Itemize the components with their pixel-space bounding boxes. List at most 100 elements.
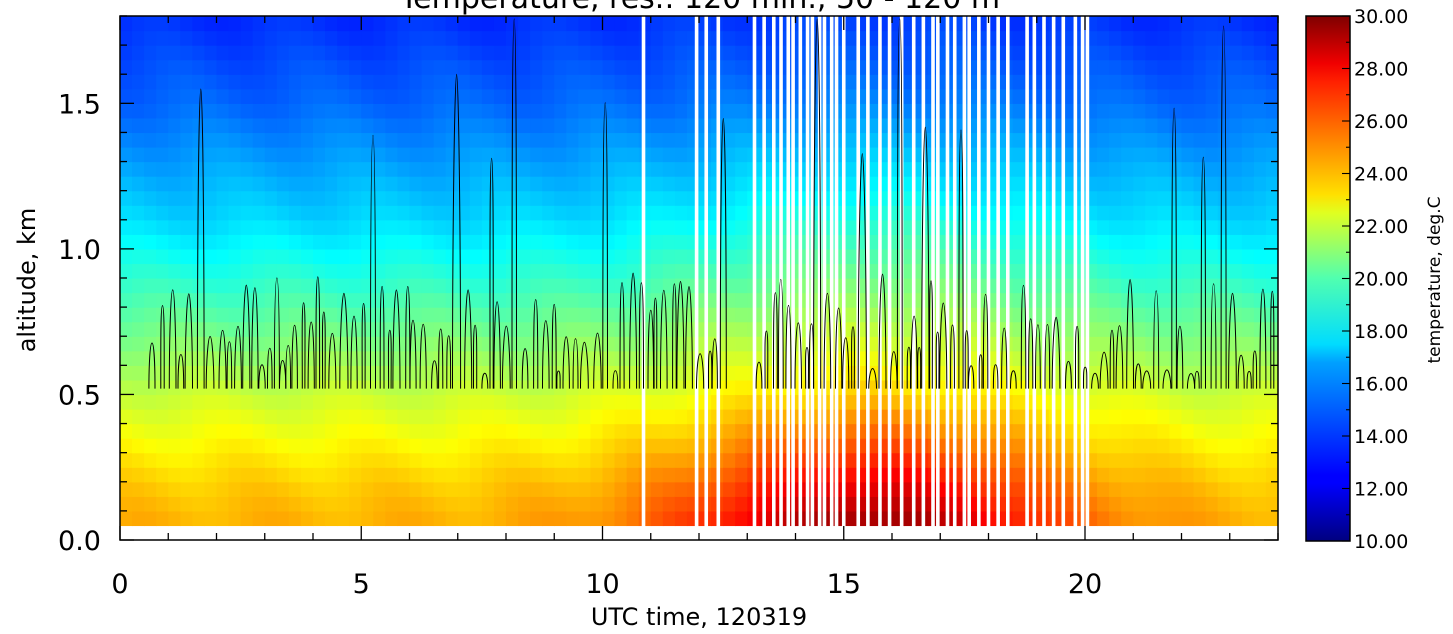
heatmap-cell-622 bbox=[325, 117, 338, 134]
heatmap-cell-3082 bbox=[1181, 481, 1195, 497]
heatmap-cell-1276 bbox=[554, 278, 567, 294]
contour-69 bbox=[764, 330, 769, 389]
heatmap-cell-28 bbox=[120, 103, 133, 119]
heatmap-cell-12 bbox=[120, 336, 133, 352]
heatmap-cell-617 bbox=[325, 190, 338, 206]
heatmap-cell-5 bbox=[120, 438, 133, 454]
gap-line-20 bbox=[878, 16, 882, 540]
heatmap-cell-2175 bbox=[867, 438, 881, 454]
heatmap-cell-3215 bbox=[1217, 74, 1231, 90]
heatmap-cell-163 bbox=[168, 176, 181, 192]
heatmap-cell-358 bbox=[240, 394, 254, 410]
heatmap-cell-91 bbox=[144, 205, 157, 221]
heatmap-cell-1599 bbox=[662, 161, 676, 177]
heatmap-cell-70 bbox=[144, 510, 157, 527]
heatmap-cell-265 bbox=[204, 219, 218, 235]
heatmap-cell-1039 bbox=[469, 161, 483, 177]
heatmap-cell-374 bbox=[240, 161, 254, 177]
heatmap-cell-844 bbox=[409, 452, 423, 468]
heatmap-cell-2917 bbox=[1121, 336, 1134, 352]
heatmap-cell-1758 bbox=[723, 394, 736, 410]
heatmap-cell-3036 bbox=[1157, 132, 1171, 148]
heatmap-cell-3294 bbox=[1253, 452, 1267, 468]
heatmap-cell-333 bbox=[228, 248, 242, 265]
gap-line-40 bbox=[1073, 16, 1078, 540]
heatmap-cell-164 bbox=[168, 161, 181, 177]
heatmap-cell-806 bbox=[397, 496, 411, 512]
heatmap-cell-779 bbox=[385, 379, 399, 396]
heatmap-cell-1013 bbox=[457, 30, 471, 46]
heatmap-cell-812 bbox=[397, 409, 411, 425]
heatmap-cell-736 bbox=[373, 496, 386, 512]
heatmap-cell-1221 bbox=[530, 59, 543, 75]
heatmap-cell-3153 bbox=[1205, 467, 1219, 483]
heatmap-cell-1757 bbox=[723, 409, 736, 425]
heatmap-cell-2851 bbox=[1097, 278, 1110, 294]
heatmap-cell-735 bbox=[373, 510, 386, 527]
contour-70 bbox=[772, 292, 778, 389]
heatmap-cell-2111 bbox=[843, 350, 857, 366]
heatmap-cell-898 bbox=[421, 176, 435, 192]
heatmap-cell-605 bbox=[325, 365, 338, 381]
heatmap-cell-857 bbox=[409, 263, 423, 279]
heatmap-cell-495 bbox=[288, 438, 302, 454]
heatmap-cell-3032 bbox=[1157, 190, 1171, 206]
contour-117 bbox=[1153, 290, 1160, 389]
heatmap-cell-201 bbox=[180, 132, 193, 148]
heatmap-cell-877 bbox=[421, 481, 435, 497]
heatmap-cell-1410 bbox=[602, 365, 616, 381]
gap-line-24 bbox=[921, 16, 926, 540]
heatmap-cell-3047 bbox=[1169, 481, 1183, 497]
heatmap-cell-1566 bbox=[650, 132, 664, 148]
heatmap-cell-2606 bbox=[1012, 278, 1026, 294]
heatmap-cell-2620 bbox=[1012, 74, 1026, 90]
heatmap-cell-98 bbox=[144, 103, 157, 119]
heatmap-cell-3227 bbox=[1229, 409, 1243, 425]
heatmap-cell-606 bbox=[325, 350, 338, 366]
heatmap-cell-184 bbox=[180, 379, 193, 396]
heatmap-cell-1171 bbox=[518, 278, 531, 294]
heatmap-cell-2855 bbox=[1097, 219, 1110, 235]
heatmap-cell-1104 bbox=[493, 234, 507, 250]
heatmap-cell-3186 bbox=[1217, 496, 1231, 512]
heatmap-cell-2188 bbox=[867, 248, 881, 265]
heatmap-cell-1485 bbox=[626, 292, 640, 308]
heatmap-cell-691 bbox=[349, 132, 362, 148]
heatmap-cell-1644 bbox=[674, 16, 688, 32]
y-tick-label-2: 1.0 bbox=[58, 235, 101, 266]
contour-49 bbox=[562, 336, 570, 389]
heatmap-cell-3059 bbox=[1169, 307, 1183, 323]
heatmap-cell-1007 bbox=[457, 117, 471, 134]
heatmap-cell-3224 bbox=[1229, 452, 1243, 468]
heatmap-cell-1404 bbox=[602, 452, 616, 468]
heatmap-cell-455 bbox=[276, 510, 290, 527]
heatmap-cell-3330 bbox=[1265, 438, 1278, 454]
heatmap-cell-366 bbox=[240, 278, 254, 294]
heatmap-cell-2598 bbox=[1012, 394, 1026, 410]
heatmap-cell-50 bbox=[132, 292, 145, 308]
heatmap-cell-881 bbox=[421, 423, 435, 439]
heatmap-cell-786 bbox=[385, 278, 399, 294]
contour-18 bbox=[301, 302, 306, 389]
heatmap-cell-1101 bbox=[493, 278, 507, 294]
heatmap-cell-983 bbox=[457, 467, 471, 483]
heatmap-cell-1588 bbox=[662, 321, 676, 337]
heatmap-cell-1643 bbox=[674, 30, 688, 46]
heatmap-cell-3269 bbox=[1241, 307, 1255, 323]
heatmap-cell-2885 bbox=[1109, 292, 1122, 308]
heatmap-cell-1476 bbox=[626, 423, 640, 439]
heatmap-cell-1265 bbox=[554, 438, 567, 454]
heatmap-cell-90 bbox=[144, 219, 157, 235]
heatmap-cell-3138 bbox=[1193, 176, 1207, 192]
heatmap-cell-387 bbox=[252, 481, 266, 497]
heatmap-cell-79 bbox=[144, 379, 157, 396]
contour-16 bbox=[285, 344, 292, 389]
heatmap-cell-1076 bbox=[481, 132, 495, 148]
heatmap-cell-973 bbox=[445, 103, 459, 119]
heatmap-cell-1257 bbox=[542, 45, 555, 61]
heatmap-cell-1388 bbox=[590, 176, 604, 192]
heatmap-cell-1157 bbox=[518, 481, 531, 497]
heatmap-cell-3177 bbox=[1205, 117, 1219, 134]
heatmap-cell-1397 bbox=[590, 45, 604, 61]
heatmap-cell-214 bbox=[192, 452, 206, 468]
